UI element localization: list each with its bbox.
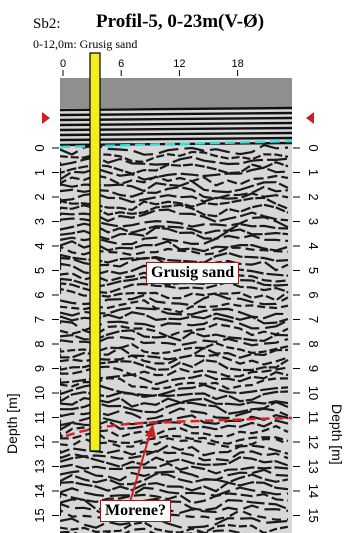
depth-tick-label-right-14: 14 [306,484,321,498]
left-marker-icon [42,112,50,124]
depth-axis-title-right: Depth [m] [329,404,345,465]
depth-tick-label-left-5: 5 [32,267,47,274]
borehole-id: Sb2: [33,16,61,32]
depth-tick-label-left-6: 6 [32,291,47,298]
depth-tick-label-right-2: 2 [306,193,321,200]
x-tick-label-3: 18 [231,58,243,70]
depth-tick-label-right-0: 0 [306,144,321,151]
depth-tick-label-left-3: 3 [32,218,47,225]
x-tick-label-0: 0 [60,58,66,70]
depth-tick-label-left-14: 14 [32,484,47,498]
depth-tick-label-right-6: 6 [306,291,321,298]
depth-tick-label-left-12: 12 [32,435,47,449]
depth-tick-label-right-3: 3 [306,218,321,225]
depth-tick-label-left-7: 7 [32,316,47,323]
x-tick-label-1: 6 [118,58,124,70]
depth-tick-label-left-2: 2 [32,193,47,200]
depth-tick-label-right-8: 8 [306,340,321,347]
depth-tick-label-right-11: 11 [306,411,321,425]
depth-tick-label-right-4: 4 [306,242,321,249]
depth-tick-label-left-0: 0 [32,144,47,151]
morene-arrow-head-icon [145,424,156,438]
depth-tick-label-right-5: 5 [306,267,321,274]
depth-tick-label-left-9: 9 [32,365,47,372]
depth-tick-label-left-10: 10 [32,386,47,400]
right-marker-icon [306,112,314,124]
depth-tick-label-right-9: 9 [306,365,321,372]
depth-tick-label-right-10: 10 [306,386,321,400]
depth-tick-label-right-12: 12 [306,435,321,449]
depth-tick-label-left-13: 13 [32,459,47,473]
depth-tick-label-left-8: 8 [32,340,47,347]
depth-tick-label-left-11: 11 [32,411,47,425]
depth-tick-label-right-7: 7 [306,316,321,323]
depth-axis-title-left: Depth [m] [4,393,20,454]
borehole-bar [89,52,101,452]
depth-tick-label-left-4: 4 [32,242,47,249]
morene-arrow [129,429,152,503]
depth-tick-label-left-15: 15 [32,508,47,522]
x-axis: 0 6 12 18 [60,58,244,76]
profile-title: Profil-5, 0-23m(V-Ø) [96,11,265,32]
borehole-note: 0-12,0m: Grusig sand [33,37,138,51]
depth-tick-label-right-15: 15 [306,508,321,522]
depth-tick-label-right-13: 13 [306,459,321,473]
depth-tick-label-right-1: 1 [306,169,321,176]
morene-label: Morene? [100,500,172,522]
depth-tick-label-left-1: 1 [32,169,47,176]
x-tick-label-2: 12 [173,58,185,70]
sand-label: Grusig sand [146,262,240,284]
